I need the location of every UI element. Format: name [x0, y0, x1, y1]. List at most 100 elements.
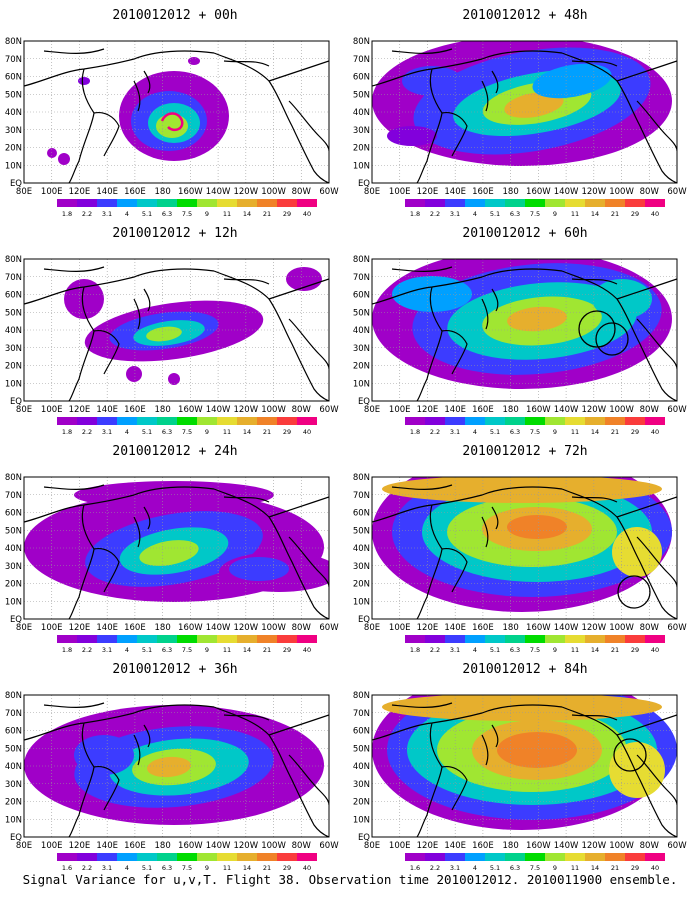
colorbar-swatch [545, 853, 565, 861]
colorbar-swatch [625, 417, 645, 425]
x-tick-label: 80E [16, 623, 32, 633]
x-tick-label: 140E [444, 187, 466, 197]
coastline-segment [636, 100, 677, 152]
colorbar-swatch [505, 635, 525, 643]
x-tick-label: 80E [364, 623, 380, 633]
colorbar-label: 6.3 [510, 210, 520, 218]
coastline-segment [481, 516, 489, 548]
coastline-segment [213, 270, 329, 401]
colorbar-swatch [605, 635, 625, 643]
x-tick-label: 120W [581, 187, 606, 197]
y-tick-label: 70N [5, 709, 22, 719]
colorbar-swatch [425, 417, 445, 425]
x-tick-label: 100W [261, 187, 286, 197]
colorbar-swatch [77, 853, 97, 861]
y-tick-label: EQ [10, 615, 22, 625]
x-tick-label: 100E [389, 405, 411, 415]
colorbar-label: 14 [591, 646, 599, 654]
coastline-segment [416, 504, 443, 619]
colorbar-swatch [277, 853, 297, 861]
colorbar-label: 11 [223, 210, 231, 218]
y-tick-label: 40N [353, 108, 370, 118]
colorbar-label: 14 [591, 428, 599, 436]
coastline-segment [571, 278, 618, 285]
coastline-segment [133, 80, 141, 112]
y-tick-label: 10N [5, 379, 22, 389]
colorbar-label: 5.1 [490, 210, 500, 218]
y-tick-label: EQ [10, 179, 22, 189]
y-tick-label: 30N [353, 562, 370, 572]
contour-region [126, 366, 142, 382]
colorbar-label: 2.2 [430, 646, 440, 654]
coastline [372, 48, 677, 183]
x-tick-label: 140E [96, 841, 118, 851]
x-tick-label: 160E [472, 623, 494, 633]
coastline-segment [133, 298, 141, 330]
colorbar-swatch [257, 635, 277, 643]
x-tick-label: 120W [233, 623, 258, 633]
x-tick-label: 120E [69, 623, 91, 633]
coastline-segment [268, 714, 329, 736]
x-tick-label: 160E [472, 405, 494, 415]
x-tick-label: 60W [667, 841, 687, 851]
colorbar: 1.8 2.2 3.1 4 5.1 6.3 7.5 9 11 14 21 29 40 [57, 199, 317, 218]
coastline-segment [223, 714, 270, 721]
y-tick-label: 70N [353, 491, 370, 501]
colorbar-label: 1.6 [410, 864, 420, 870]
colorbar-label: 4 [473, 210, 477, 218]
x-tick-label: 180 [503, 187, 519, 197]
y-tick-label: 80N [353, 37, 370, 47]
variance-field [24, 705, 324, 825]
colorbar-label: 6.3 [510, 864, 520, 870]
colorbar-swatch [157, 199, 177, 207]
colorbar-label: 9 [205, 646, 209, 654]
colorbar-swatch [237, 635, 257, 643]
contour-region [402, 66, 462, 96]
y-tick-label: 70N [5, 55, 22, 65]
contour-region [58, 153, 70, 165]
coastline-segment [416, 722, 443, 837]
x-tick-label: 100E [389, 623, 411, 633]
colorbar-swatch [425, 199, 445, 207]
y-tick-label: 20N [353, 362, 370, 372]
colorbar-label: 21 [611, 864, 619, 870]
colorbar-label: 2.2 [430, 864, 440, 870]
map-frame [371, 40, 678, 184]
x-tick-label: 80W [640, 841, 660, 851]
colorbar-swatch [97, 417, 117, 425]
colorbar-label: 4 [473, 428, 477, 436]
colorbar-label: 5.1 [142, 210, 152, 218]
colorbar-swatch [625, 635, 645, 643]
y-tick-label: 50N [5, 90, 22, 100]
colorbar-label: 6.3 [510, 428, 520, 436]
y-tick-label: 80N [5, 37, 22, 47]
x-tick-label: 100W [261, 623, 286, 633]
x-tick-label: 140W [554, 187, 579, 197]
coastline-segment [391, 266, 453, 272]
colorbar-swatch [297, 199, 317, 207]
x-tick-label: 80E [16, 405, 32, 415]
y-tick-label: 30N [353, 344, 370, 354]
colorbar-label: 6.3 [510, 646, 520, 654]
colorbar-label: 7.5 [530, 646, 540, 654]
contour-region [229, 557, 289, 581]
colorbar-label: 14 [243, 864, 251, 870]
x-tick-label: 80E [364, 187, 380, 197]
colorbar: 1.8 2.2 3.1 4 5.1 6.3 7.5 9 11 14 21 29 40 [57, 635, 317, 654]
colorbar-label: 11 [571, 864, 579, 870]
colorbar-swatch [585, 199, 605, 207]
contour-region [387, 126, 437, 146]
coastline-segment [213, 488, 329, 619]
colorbar-label: 1.8 [410, 210, 420, 218]
y-tick-label: EQ [10, 833, 22, 843]
colorbar-label: 9 [553, 428, 557, 436]
colorbar-swatch [257, 199, 277, 207]
highlight-circle [578, 310, 616, 348]
colorbar-label: 1.8 [62, 210, 72, 218]
coastline-segment [636, 754, 677, 806]
y-tick-label: EQ [358, 615, 370, 625]
contour-region [168, 373, 180, 385]
coastline-segment [481, 734, 489, 766]
colorbar-label: 4 [125, 864, 129, 870]
